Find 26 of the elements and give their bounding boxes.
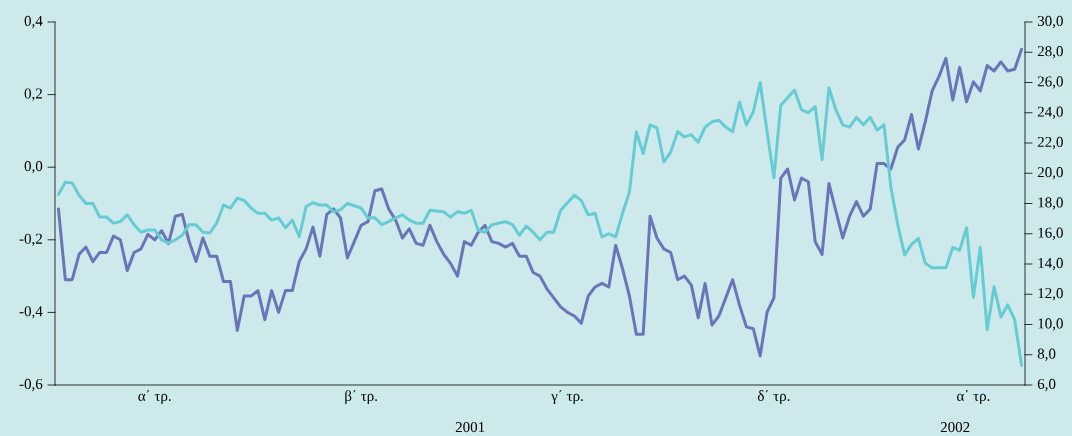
y2-tick-label: 10,0 (1038, 318, 1063, 331)
x-tick-label: β΄ τρ. (345, 390, 377, 404)
x-tick-label: α΄ τρ. (957, 390, 990, 404)
x-tick-label: α΄ τρ. (138, 390, 171, 404)
y-tick-label: -0,6 (19, 378, 43, 392)
y2-tick-label: 12,0 (1038, 288, 1063, 301)
y2-tick-label: 14,0 (1038, 257, 1063, 271)
y-tick-label: -0,2 (19, 233, 42, 246)
text: 2001 (455, 422, 485, 433)
y2-tick-label: 16,0 (1038, 227, 1063, 240)
y2-tick-label: 30,0 (1037, 15, 1063, 29)
y-tick-label: -0,4 (19, 306, 43, 319)
y-tick-label: 0,2 (24, 88, 42, 101)
y2-tick-label: 20,0 (1037, 167, 1063, 180)
y-tick-label: 0,4 (24, 15, 43, 29)
x-tick-label: γ΄ τρ. (551, 390, 583, 404)
text: 2002 (940, 422, 970, 433)
x-tick-label: δ΄ τρ. (757, 390, 790, 404)
y2-tick-label: 22,0 (1037, 136, 1063, 150)
y2-tick-label: 8,0 (1037, 348, 1056, 361)
y2-tick-label: 28,0 (1037, 46, 1063, 59)
y2-tick-label: 24,0 (1037, 106, 1063, 119)
y2-tick-label: 18,0 (1038, 197, 1063, 210)
y-tick-label: 0,0 (24, 161, 43, 174)
y2-tick-label: 26,0 (1037, 76, 1063, 89)
y2-tick-label: 6,0 (1037, 378, 1056, 392)
